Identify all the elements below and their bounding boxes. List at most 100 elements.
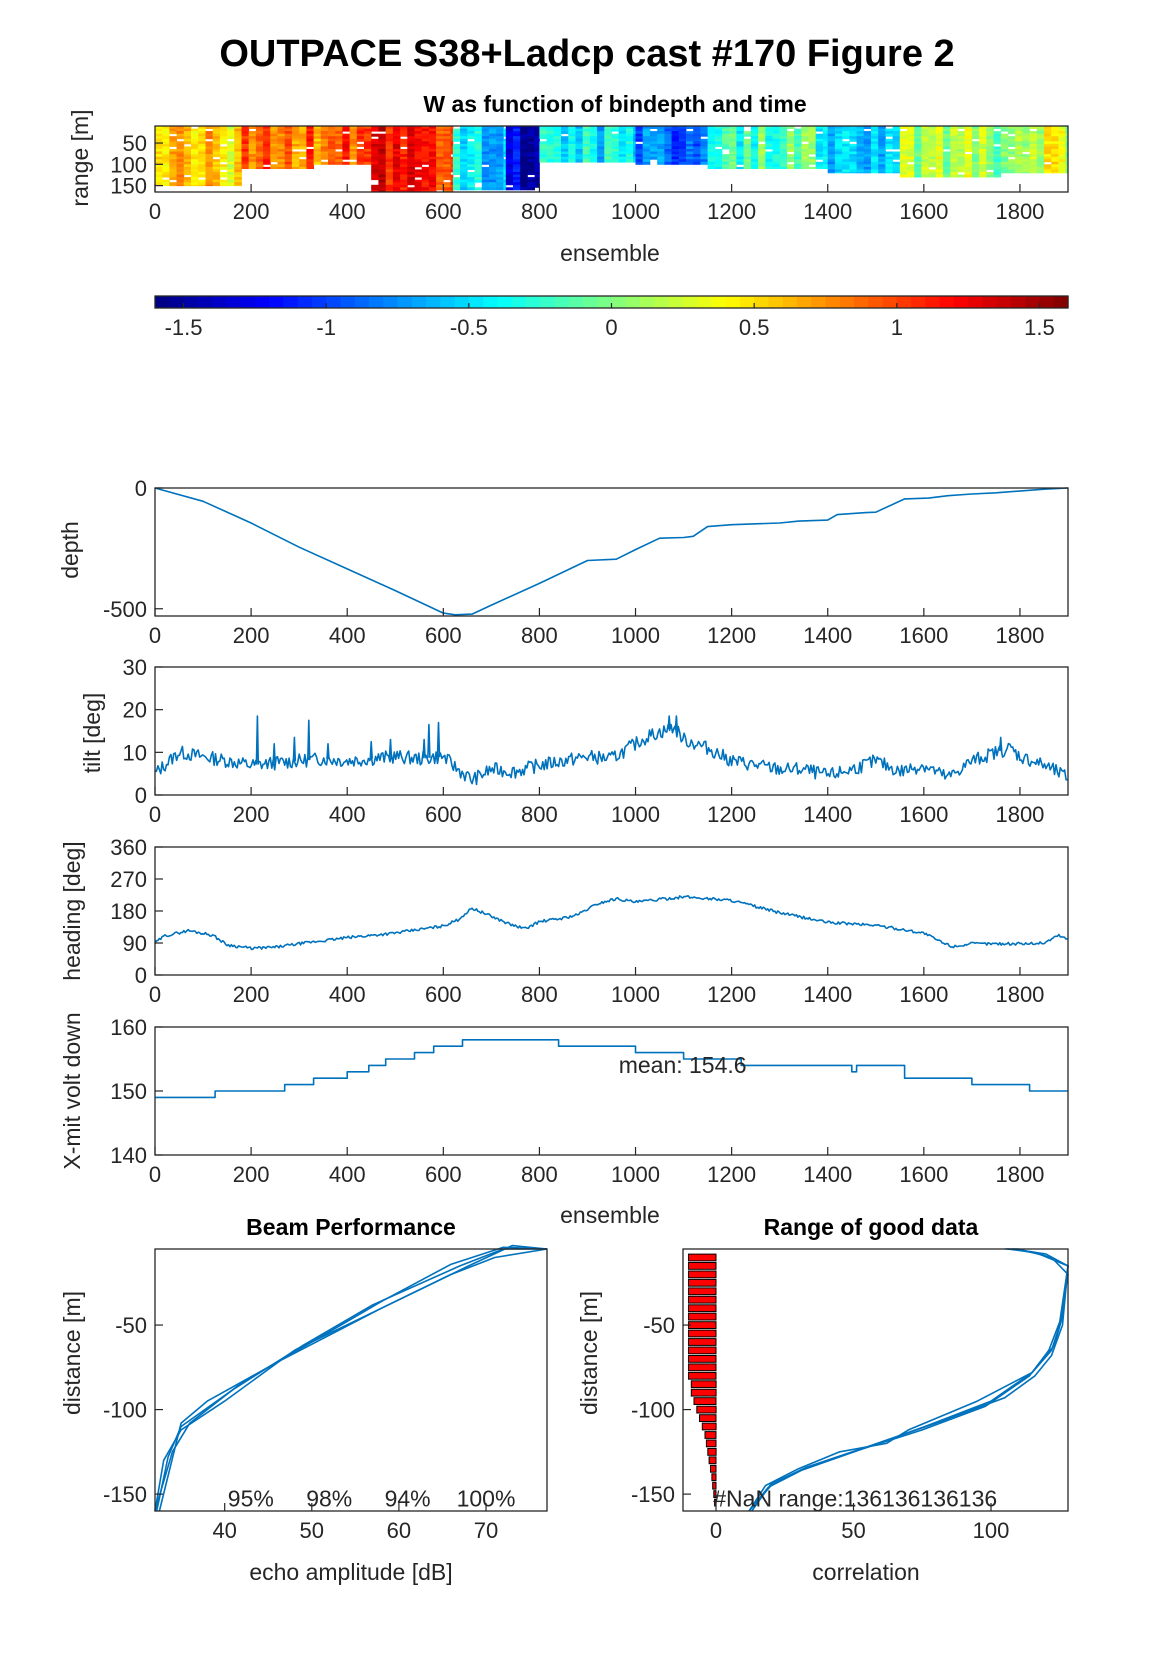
- w-cell: [460, 164, 468, 168]
- w-cell: [700, 138, 708, 142]
- w-cell: [935, 136, 944, 140]
- w-cell: [277, 156, 286, 160]
- w-cell: [575, 136, 584, 140]
- w-cell: [834, 128, 843, 132]
- w-cell: [1044, 143, 1052, 147]
- w-cell: [815, 141, 824, 145]
- tilt-spike: [326, 743, 330, 760]
- w-cell: [736, 156, 744, 160]
- w-cell: [227, 141, 235, 145]
- w-cell: [1015, 151, 1023, 155]
- w-cell: [299, 133, 307, 137]
- w-cell: [856, 154, 865, 158]
- w-cell: [815, 146, 824, 150]
- w-cell: [255, 141, 264, 145]
- w-cell: [1015, 128, 1023, 132]
- w-cell: [633, 128, 636, 132]
- w-cell: [284, 164, 293, 168]
- w-cell: [736, 131, 744, 135]
- w-cell: [642, 141, 651, 145]
- w-cell: [1058, 149, 1066, 152]
- w-cell: [597, 151, 605, 155]
- w-cell: [183, 169, 192, 173]
- w-cell: [263, 141, 271, 145]
- w-cell: [863, 156, 872, 160]
- w-cell: [155, 146, 163, 150]
- w-cell: [950, 131, 958, 135]
- w-cell: [392, 136, 401, 140]
- w-cell: [597, 128, 605, 132]
- w-cell: [183, 156, 192, 160]
- w-cell: [678, 161, 687, 165]
- w-cell: [849, 136, 857, 140]
- w-cell: [714, 149, 723, 152]
- w-cell: [436, 151, 444, 155]
- w-cell: [1000, 154, 1009, 158]
- w-cell: [255, 146, 264, 150]
- w-cell: [618, 143, 627, 147]
- w-cell: [385, 166, 394, 170]
- w-cell: [957, 154, 966, 158]
- colorbar-segment: [269, 296, 284, 308]
- w-cell: [1051, 156, 1059, 160]
- w-cell: [979, 128, 987, 132]
- w-cell: [320, 149, 329, 152]
- w-cell: [198, 156, 206, 160]
- range-ytick-label: -50: [643, 1313, 675, 1338]
- w-cell: [436, 133, 444, 137]
- heading-ylabel: heading [deg]: [59, 841, 85, 980]
- w-cell: [772, 146, 781, 150]
- w-cell: [320, 138, 329, 142]
- w-cell: [162, 149, 170, 152]
- tilt-panel: tilt [deg] 0 200 400 600 800 1000 1200 1400 1600…: [79, 655, 1069, 827]
- w-cell: [162, 161, 170, 165]
- w-cell: [743, 141, 752, 145]
- w-cell: [270, 146, 278, 150]
- tilt-xtick-label: 800: [521, 802, 558, 827]
- w-cell: [729, 164, 737, 168]
- w-cell: [618, 133, 627, 137]
- w-cell: [765, 131, 773, 135]
- w-cell: [191, 174, 199, 178]
- w-cell: [277, 138, 286, 142]
- w-cell: [364, 128, 372, 132]
- w-cell: [291, 138, 300, 142]
- w-cell: [950, 138, 958, 142]
- w-cell: [678, 141, 687, 145]
- w-cell: [241, 131, 250, 135]
- w-cell: [993, 166, 1002, 170]
- nan-bar: [714, 1498, 717, 1507]
- w-cell: [534, 143, 540, 147]
- w-cell: [957, 159, 966, 163]
- w-cell: [758, 138, 766, 142]
- w-cell: [392, 166, 401, 170]
- w-cell: [604, 156, 612, 160]
- w-cell: [248, 161, 257, 165]
- w-cell: [534, 174, 540, 178]
- w-cell: [1051, 161, 1059, 165]
- w-cell: [801, 126, 809, 129]
- w-cell: [255, 166, 264, 169]
- w-cell: [414, 174, 423, 178]
- w-cell: [162, 179, 170, 183]
- w-heatmap-ytick-label: 150: [110, 174, 147, 199]
- w-cell: [364, 138, 372, 142]
- w-cell: [489, 166, 497, 170]
- w-cell: [364, 149, 372, 152]
- w-cell: [520, 166, 528, 170]
- w-cell: [979, 156, 987, 160]
- w-cell: [546, 149, 555, 152]
- w-cell: [277, 154, 286, 158]
- heading-xtick-label: 200: [233, 982, 270, 1007]
- w-cell: [176, 133, 185, 137]
- w-cell: [736, 128, 744, 132]
- w-cell: [162, 169, 170, 173]
- colorbar-segment: [297, 296, 313, 308]
- w-cell: [183, 159, 192, 163]
- w-cell: [625, 126, 634, 129]
- w-cell: [928, 161, 937, 165]
- w-cell: [686, 141, 694, 145]
- w-cell: [1044, 169, 1052, 173]
- w-cell: [957, 169, 966, 173]
- w-cell: [539, 149, 547, 152]
